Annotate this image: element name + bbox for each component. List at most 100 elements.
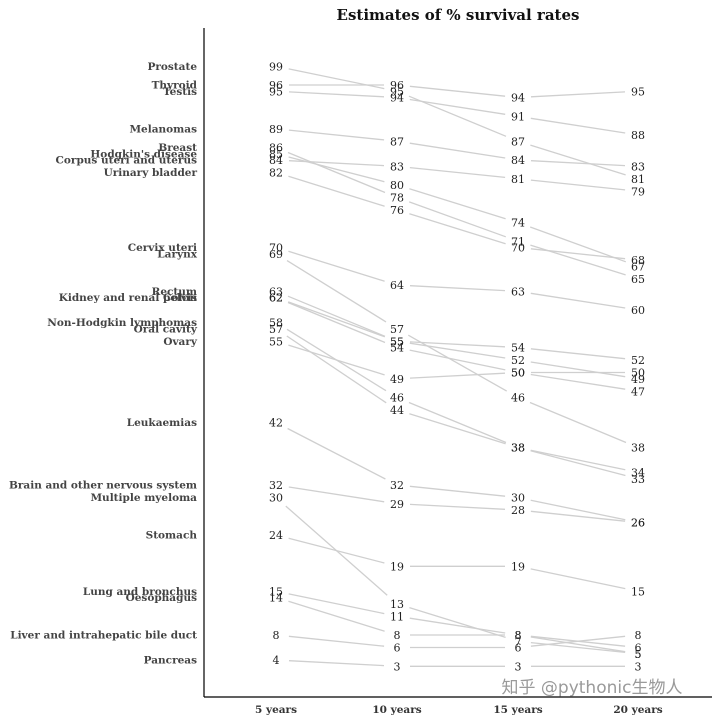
value-label: 26 <box>631 517 645 530</box>
value-label: 55 <box>269 335 283 348</box>
value-label: 54 <box>511 342 525 355</box>
series-label: Larynx <box>157 248 197 260</box>
value-label: 8 <box>515 629 522 642</box>
value-label: 5 <box>635 648 642 661</box>
series-label: Breast <box>158 142 197 154</box>
value-label: 87 <box>511 135 525 148</box>
value-label: 95 <box>631 85 645 98</box>
value-label: 38 <box>511 442 525 455</box>
value-label: 50 <box>511 367 525 380</box>
value-label: 99 <box>269 60 283 73</box>
value-label: 69 <box>269 248 283 261</box>
value-label: 57 <box>269 323 283 336</box>
value-label: 89 <box>269 123 283 136</box>
slope-segment <box>530 636 626 653</box>
slope-segment <box>409 213 506 245</box>
value-label: 91 <box>511 110 525 123</box>
value-label: 28 <box>511 504 525 517</box>
series-label: Non-Hodgkin lymphomas <box>47 317 197 329</box>
slope-segment <box>530 248 626 260</box>
value-label: 82 <box>269 167 283 180</box>
value-label: 88 <box>631 129 645 142</box>
slope-segment <box>530 568 626 590</box>
x-tick-label: 10 years <box>372 704 421 716</box>
value-label: 70 <box>511 242 525 255</box>
value-label: 95 <box>390 85 404 98</box>
value-label: 50 <box>511 367 525 380</box>
value-label: 3 <box>515 660 522 673</box>
value-label: 3 <box>394 660 401 673</box>
value-label: 74 <box>511 217 525 230</box>
slope-segment <box>287 295 386 337</box>
slope-segment <box>530 361 626 378</box>
value-label: 50 <box>631 367 645 380</box>
series-label: Testis <box>163 86 197 98</box>
value-label: 60 <box>631 304 645 317</box>
slope-segment <box>287 301 386 338</box>
slope-segment <box>530 179 626 191</box>
value-label: 55 <box>390 335 404 348</box>
series-label: Hodgkin's disease <box>90 148 197 160</box>
value-label: 47 <box>631 385 645 398</box>
slope-segment <box>409 166 506 179</box>
value-label: 49 <box>631 373 645 386</box>
slope-segment <box>409 503 506 510</box>
value-label: 6 <box>515 642 522 655</box>
value-label: 24 <box>269 529 283 542</box>
value-label: 63 <box>511 285 525 298</box>
slope-segment <box>530 449 626 471</box>
series-label: Brain and other nervous system <box>9 480 197 492</box>
slope-segment <box>409 606 506 639</box>
series-label: Leukaemias <box>127 417 197 429</box>
value-label: 83 <box>390 160 404 173</box>
value-label: 29 <box>390 498 404 511</box>
value-label: 94 <box>390 92 404 105</box>
value-label: 15 <box>269 585 283 598</box>
value-label: 8 <box>635 629 642 642</box>
value-label: 84 <box>511 154 525 167</box>
value-label: 58 <box>269 317 283 330</box>
value-label: 64 <box>390 279 404 292</box>
chart-title: Estimates of % survival rates <box>337 6 580 24</box>
x-tick-label: 15 years <box>493 704 542 716</box>
value-label: 32 <box>269 479 283 492</box>
series-label: Colon <box>163 292 197 304</box>
series-label: Oesophagus <box>126 592 197 604</box>
series-label: Cervix uteri <box>128 242 197 254</box>
series-label: Rectum <box>152 286 197 298</box>
value-label: 38 <box>631 442 645 455</box>
series-label: Urinary bladder <box>104 167 198 179</box>
slope-segment <box>287 427 386 480</box>
value-label: 70 <box>269 242 283 255</box>
value-label: 67 <box>631 260 645 273</box>
value-label: 26 <box>631 517 645 530</box>
slope-segment <box>530 450 626 477</box>
slope-segment <box>529 226 627 263</box>
slope-segment <box>288 250 385 282</box>
value-label: 78 <box>390 192 404 205</box>
value-label: 85 <box>269 148 283 161</box>
value-label: 8 <box>394 629 401 642</box>
slope-segment <box>530 91 626 98</box>
slope-segment <box>288 593 385 615</box>
slope-segment <box>288 129 385 141</box>
value-label: 34 <box>631 467 645 480</box>
series-label: Liver and intrahepatic bile duct <box>10 630 197 642</box>
value-label: 19 <box>511 560 525 573</box>
slope-segment <box>409 98 506 115</box>
series-label: Melanomas <box>129 123 197 135</box>
value-label: 14 <box>269 592 283 605</box>
slope-segment <box>530 348 626 360</box>
series-label: Stomach <box>146 530 198 542</box>
value-label: 55 <box>390 335 404 348</box>
slope-segment <box>530 244 626 276</box>
slope-segment <box>530 635 626 647</box>
slope-segment <box>408 401 507 444</box>
value-label: 95 <box>269 85 283 98</box>
series-label: Multiple myeloma <box>90 492 197 504</box>
value-label: 84 <box>269 154 283 167</box>
slope-segment <box>409 349 506 371</box>
value-label: 96 <box>269 79 283 92</box>
